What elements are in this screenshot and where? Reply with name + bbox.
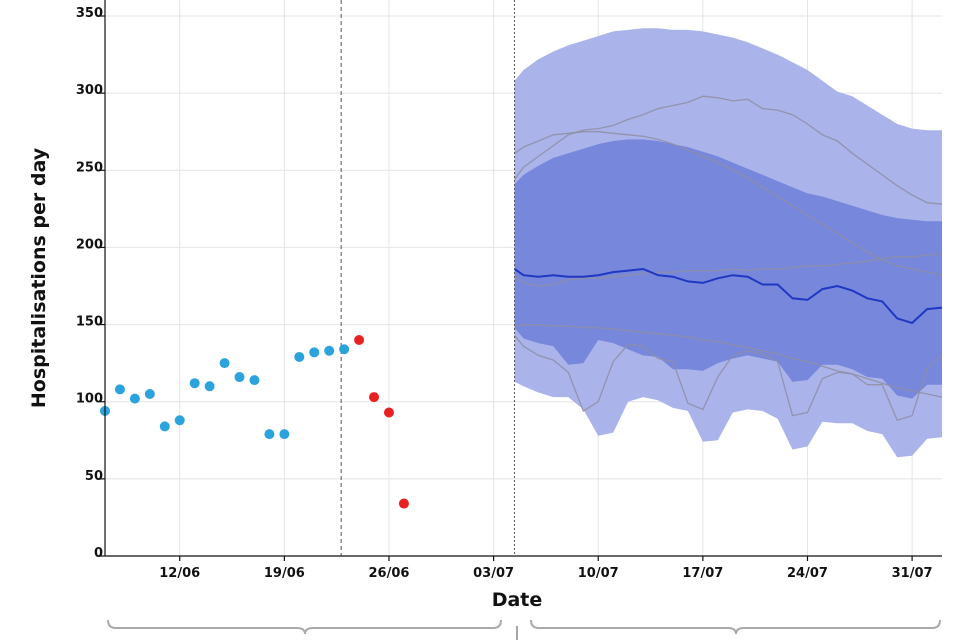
x-tick-label: 26/06 <box>369 566 410 581</box>
x-tick-label: 24/07 <box>787 566 828 581</box>
reference-lines <box>340 0 516 556</box>
y-tick-label: 250 <box>76 160 103 175</box>
observed-points <box>100 335 409 509</box>
y-tick-label: 300 <box>76 83 103 98</box>
y-tick-label: 0 <box>94 546 103 561</box>
x-tick-label: 31/07 <box>892 566 933 581</box>
forecast-median-line <box>513 267 943 325</box>
y-tick-label: 50 <box>85 469 103 484</box>
forecast-sample-path <box>513 95 943 205</box>
y-tick-labels: 0 50 100 150 200 250 300 350 <box>76 6 103 561</box>
observed-point <box>189 378 200 389</box>
forecast-bracket <box>530 619 941 635</box>
y-axis-title: Hospitalisations per day <box>28 147 50 408</box>
forecast-sample-path <box>514 323 943 398</box>
observed-point <box>114 384 125 395</box>
forecast-sample-path <box>514 252 943 287</box>
forecast-sample-paths <box>513 95 943 421</box>
y-tick-label: 100 <box>76 392 103 407</box>
x-tick-label: 19/06 <box>264 566 305 581</box>
observed-point <box>159 421 170 432</box>
x-tick-labels: 12/06 19/06 26/06 03/07 10/07 17/07 24/07 31/07 <box>159 566 932 581</box>
observed-point <box>324 345 335 356</box>
observed-point <box>339 344 350 355</box>
axes <box>100 0 942 561</box>
observed-late-point <box>383 407 394 418</box>
observed-point <box>129 393 140 404</box>
observed-point <box>234 372 245 383</box>
observed-point <box>294 351 305 362</box>
forecast-sample-path <box>514 334 943 421</box>
observed-point <box>249 375 260 386</box>
x-tick-label: 17/07 <box>682 566 723 581</box>
observed-late-point <box>354 335 365 345</box>
x-tick-label: 10/07 <box>578 566 619 581</box>
y-tick-label: 350 <box>76 6 103 21</box>
observed-point <box>309 347 320 358</box>
observed-late-point <box>369 392 380 403</box>
observed-point <box>144 389 155 399</box>
x-tick-label: 03/07 <box>473 566 514 581</box>
y-tick-label: 200 <box>76 237 103 252</box>
forecast-sample-path <box>514 131 943 276</box>
observed-point <box>174 415 185 426</box>
observed-point <box>264 429 275 440</box>
observed-late-point <box>398 498 409 509</box>
y-tick-label: 150 <box>76 315 103 330</box>
x-tick-label: 12/06 <box>159 566 200 581</box>
observed-point <box>219 358 230 369</box>
x-axis-title: Date <box>492 589 543 611</box>
observed-point <box>279 429 290 440</box>
observed-point <box>204 381 215 392</box>
forecast-median <box>513 267 943 325</box>
history-bracket <box>107 619 502 635</box>
